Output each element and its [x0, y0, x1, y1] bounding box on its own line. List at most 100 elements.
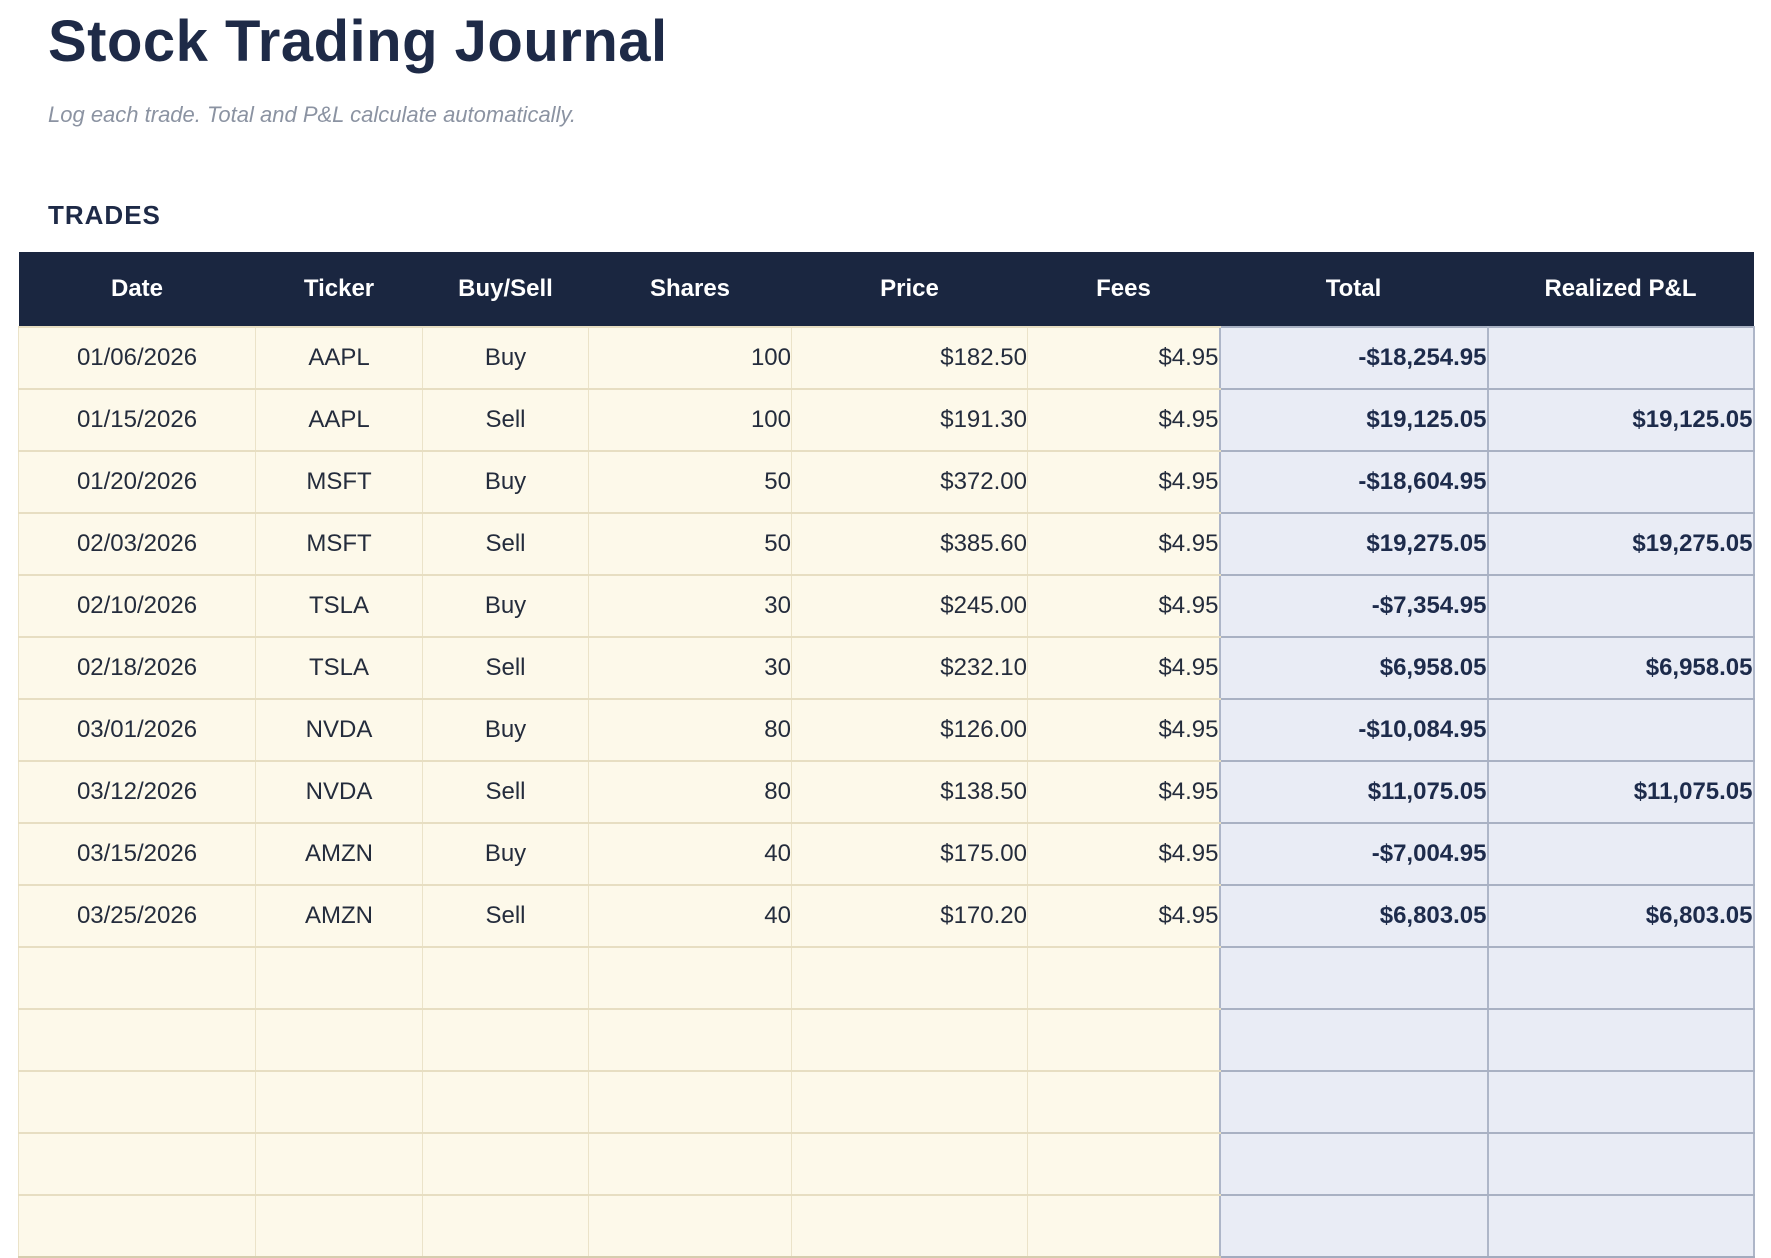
cell-pnl[interactable]: [1486, 326, 1755, 390]
cell-price[interactable]: $232.10: [791, 636, 1028, 700]
cell-fees[interactable]: $4.95: [1027, 822, 1220, 886]
cell-total[interactable]: [1218, 1008, 1489, 1072]
cell-shares[interactable]: 50: [588, 512, 792, 576]
cell-fees[interactable]: $4.95: [1027, 884, 1220, 948]
cell-side[interactable]: Sell: [422, 760, 589, 824]
cell-side[interactable]: [422, 1132, 589, 1196]
cell-shares[interactable]: 80: [588, 698, 792, 762]
cell-pnl[interactable]: [1486, 450, 1755, 514]
cell-pnl[interactable]: $6,803.05: [1486, 884, 1755, 948]
cell-price[interactable]: $245.00: [791, 574, 1028, 638]
cell-pnl[interactable]: $11,075.05: [1486, 760, 1755, 824]
cell-pnl[interactable]: [1486, 698, 1755, 762]
cell-pnl[interactable]: $6,958.05: [1486, 636, 1755, 700]
cell-ticker[interactable]: [255, 1008, 423, 1072]
cell-side[interactable]: [422, 946, 589, 1010]
cell-fees[interactable]: $4.95: [1027, 760, 1220, 824]
cell-shares[interactable]: 100: [588, 326, 792, 390]
cell-side[interactable]: Buy: [422, 326, 589, 390]
cell-shares[interactable]: 30: [588, 636, 792, 700]
cell-total[interactable]: $19,275.05: [1218, 512, 1489, 576]
cell-total[interactable]: $11,075.05: [1218, 760, 1489, 824]
cell-date[interactable]: [18, 1070, 256, 1134]
cell-ticker[interactable]: [255, 1194, 423, 1258]
cell-side[interactable]: Sell: [422, 512, 589, 576]
cell-ticker[interactable]: TSLA: [255, 636, 423, 700]
cell-price[interactable]: $126.00: [791, 698, 1028, 762]
cell-date[interactable]: 02/10/2026: [18, 574, 256, 638]
cell-side[interactable]: Sell: [422, 884, 589, 948]
cell-date[interactable]: 03/12/2026: [18, 760, 256, 824]
cell-shares[interactable]: 80: [588, 760, 792, 824]
cell-price[interactable]: [791, 946, 1028, 1010]
cell-price[interactable]: $372.00: [791, 450, 1028, 514]
cell-total[interactable]: [1218, 1194, 1489, 1258]
cell-shares[interactable]: 30: [588, 574, 792, 638]
cell-shares[interactable]: [588, 1194, 792, 1258]
cell-date[interactable]: 01/15/2026: [18, 388, 256, 452]
cell-date[interactable]: 03/15/2026: [18, 822, 256, 886]
cell-date[interactable]: 02/03/2026: [18, 512, 256, 576]
cell-side[interactable]: [422, 1008, 589, 1072]
cell-date[interactable]: 01/20/2026: [18, 450, 256, 514]
cell-total[interactable]: -$10,084.95: [1218, 698, 1489, 762]
cell-date[interactable]: 01/06/2026: [18, 326, 256, 390]
cell-date[interactable]: [18, 1008, 256, 1072]
cell-price[interactable]: [791, 1194, 1028, 1258]
cell-shares[interactable]: [588, 1132, 792, 1196]
cell-total[interactable]: [1218, 1132, 1489, 1196]
cell-pnl[interactable]: $19,275.05: [1486, 512, 1755, 576]
cell-price[interactable]: [791, 1132, 1028, 1196]
cell-date[interactable]: [18, 1194, 256, 1258]
cell-total[interactable]: $6,803.05: [1218, 884, 1489, 948]
cell-side[interactable]: Buy: [422, 574, 589, 638]
cell-pnl[interactable]: [1486, 1070, 1755, 1134]
cell-shares[interactable]: 50: [588, 450, 792, 514]
cell-pnl[interactable]: [1486, 946, 1755, 1010]
cell-date[interactable]: 03/25/2026: [18, 884, 256, 948]
cell-ticker[interactable]: NVDA: [255, 760, 423, 824]
cell-pnl[interactable]: [1486, 1008, 1755, 1072]
cell-fees[interactable]: [1027, 1070, 1220, 1134]
cell-fees[interactable]: $4.95: [1027, 450, 1220, 514]
cell-price[interactable]: [791, 1070, 1028, 1134]
cell-ticker[interactable]: AAPL: [255, 388, 423, 452]
cell-ticker[interactable]: [255, 1070, 423, 1134]
cell-ticker[interactable]: MSFT: [255, 450, 423, 514]
cell-price[interactable]: $138.50: [791, 760, 1028, 824]
cell-fees[interactable]: $4.95: [1027, 512, 1220, 576]
cell-ticker[interactable]: AMZN: [255, 884, 423, 948]
cell-date[interactable]: [18, 1132, 256, 1196]
cell-shares[interactable]: 40: [588, 822, 792, 886]
cell-ticker[interactable]: TSLA: [255, 574, 423, 638]
cell-total[interactable]: $6,958.05: [1218, 636, 1489, 700]
cell-side[interactable]: Sell: [422, 636, 589, 700]
cell-ticker[interactable]: MSFT: [255, 512, 423, 576]
cell-side[interactable]: Sell: [422, 388, 589, 452]
cell-total[interactable]: $19,125.05: [1218, 388, 1489, 452]
cell-fees[interactable]: $4.95: [1027, 698, 1220, 762]
cell-ticker[interactable]: NVDA: [255, 698, 423, 762]
cell-fees[interactable]: [1027, 1008, 1220, 1072]
cell-price[interactable]: $191.30: [791, 388, 1028, 452]
cell-shares[interactable]: [588, 1070, 792, 1134]
cell-total[interactable]: [1218, 946, 1489, 1010]
cell-date[interactable]: 02/18/2026: [18, 636, 256, 700]
cell-price[interactable]: $170.20: [791, 884, 1028, 948]
cell-fees[interactable]: [1027, 1132, 1220, 1196]
cell-total[interactable]: -$7,004.95: [1218, 822, 1489, 886]
cell-total[interactable]: [1218, 1070, 1489, 1134]
cell-date[interactable]: 03/01/2026: [18, 698, 256, 762]
cell-pnl[interactable]: [1486, 574, 1755, 638]
cell-side[interactable]: [422, 1070, 589, 1134]
cell-shares[interactable]: 40: [588, 884, 792, 948]
cell-pnl[interactable]: [1486, 822, 1755, 886]
cell-fees[interactable]: [1027, 1194, 1220, 1258]
cell-shares[interactable]: 100: [588, 388, 792, 452]
cell-total[interactable]: -$7,354.95: [1218, 574, 1489, 638]
cell-side[interactable]: Buy: [422, 698, 589, 762]
cell-price[interactable]: $182.50: [791, 326, 1028, 390]
cell-price[interactable]: $385.60: [791, 512, 1028, 576]
cell-total[interactable]: -$18,604.95: [1218, 450, 1489, 514]
cell-shares[interactable]: [588, 1008, 792, 1072]
